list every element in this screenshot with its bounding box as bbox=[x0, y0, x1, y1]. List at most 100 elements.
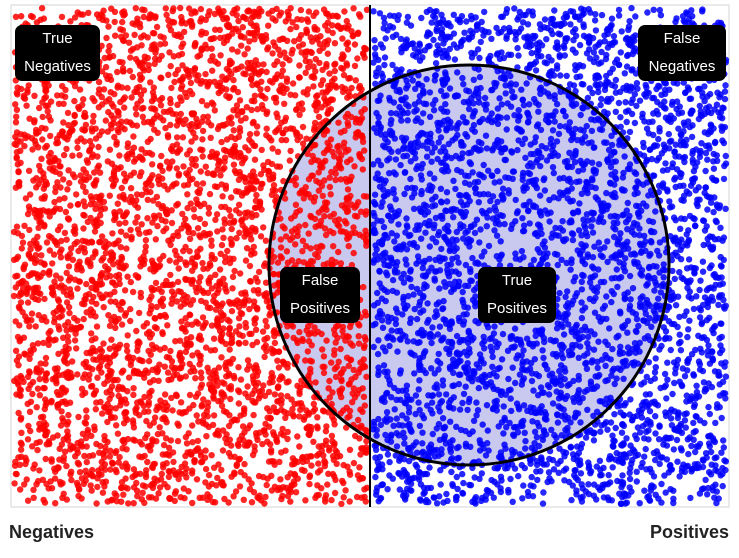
negative-dot bbox=[187, 79, 195, 87]
negative-dot bbox=[182, 215, 189, 223]
negative-dot bbox=[303, 135, 310, 142]
negative-dot bbox=[61, 448, 69, 455]
negative-dot bbox=[293, 132, 300, 139]
negative-dot bbox=[250, 118, 257, 126]
negative-dot bbox=[335, 358, 342, 365]
negative-dot bbox=[132, 409, 140, 416]
negative-dot bbox=[41, 295, 48, 303]
negative-dot bbox=[133, 487, 141, 494]
negative-dot bbox=[35, 296, 42, 304]
positive-dot bbox=[443, 490, 450, 498]
negative-dot bbox=[203, 433, 210, 440]
negative-dot bbox=[145, 357, 153, 365]
negative-dot bbox=[326, 70, 333, 77]
negative-dot bbox=[73, 345, 80, 352]
negative-dot bbox=[289, 323, 297, 330]
negative-dot bbox=[173, 392, 180, 400]
negative-dot bbox=[312, 379, 319, 386]
negative-dot bbox=[244, 425, 252, 432]
negative-dot bbox=[84, 259, 91, 266]
negative-dot bbox=[102, 263, 109, 270]
negative-dot bbox=[320, 369, 328, 377]
negative-dot bbox=[216, 280, 224, 287]
negative-dot bbox=[177, 303, 184, 310]
negative-dot bbox=[178, 43, 185, 51]
negative-dot bbox=[31, 270, 38, 277]
negative-dot bbox=[225, 422, 233, 430]
negative-dot bbox=[83, 458, 91, 466]
negative-dot bbox=[322, 428, 330, 435]
negative-dot bbox=[321, 213, 328, 220]
negative-dot bbox=[350, 366, 357, 374]
positive-dot bbox=[522, 154, 529, 161]
negative-dot bbox=[182, 373, 189, 380]
negative-dot bbox=[240, 437, 247, 444]
negative-dot bbox=[294, 228, 301, 235]
negative-dot bbox=[219, 193, 226, 200]
negative-dot bbox=[110, 103, 117, 110]
negative-dot bbox=[82, 389, 89, 397]
negative-dot bbox=[77, 172, 84, 179]
negative-dot bbox=[208, 452, 215, 459]
negative-dot bbox=[64, 333, 72, 340]
negative-dot bbox=[305, 230, 312, 237]
negative-dot bbox=[42, 360, 49, 367]
positive-dot bbox=[370, 8, 377, 15]
negative-dot bbox=[175, 172, 182, 179]
negative-dot bbox=[335, 248, 342, 256]
negative-dot bbox=[62, 353, 69, 361]
negative-dot bbox=[278, 119, 285, 126]
negative-dot bbox=[71, 173, 78, 181]
positive-dot bbox=[641, 453, 648, 460]
negative-dot bbox=[62, 208, 70, 216]
positive-dot bbox=[443, 198, 451, 205]
negative-dot bbox=[184, 321, 191, 328]
negative-dot bbox=[46, 213, 53, 220]
negative-dot bbox=[103, 34, 110, 42]
negative-dot bbox=[243, 245, 251, 252]
negative-dot bbox=[90, 391, 98, 398]
negative-dot bbox=[34, 446, 41, 454]
negative-dot bbox=[363, 6, 371, 13]
negative-dot bbox=[310, 83, 317, 90]
negative-dot bbox=[214, 474, 221, 482]
negative-dot bbox=[167, 347, 174, 355]
negative-dot bbox=[167, 62, 174, 70]
positive-dot bbox=[424, 300, 431, 307]
negative-dot bbox=[356, 464, 363, 471]
negative-dot bbox=[53, 388, 61, 396]
negative-dot bbox=[129, 288, 137, 296]
negative-dot bbox=[202, 70, 209, 78]
negative-dot bbox=[340, 494, 347, 501]
negative-dot bbox=[261, 392, 269, 399]
negative-dot bbox=[319, 243, 326, 250]
negative-dot bbox=[264, 108, 271, 116]
negative-dot bbox=[46, 271, 53, 278]
negative-dot bbox=[308, 158, 315, 166]
positive-dot bbox=[389, 287, 396, 295]
negative-dot bbox=[302, 357, 309, 364]
negative-dot bbox=[277, 244, 285, 251]
negative-dot bbox=[145, 66, 152, 74]
positive-dot bbox=[612, 108, 619, 116]
negative-dot bbox=[275, 348, 283, 355]
positive-dot bbox=[710, 208, 717, 216]
negative-dot bbox=[155, 490, 162, 497]
positive-dot bbox=[696, 102, 703, 110]
negative-dot bbox=[360, 393, 368, 400]
negative-dot bbox=[248, 330, 255, 337]
negative-dot bbox=[360, 362, 367, 369]
negative-dot bbox=[230, 86, 237, 93]
negative-dot bbox=[145, 118, 152, 126]
negative-dot bbox=[333, 460, 340, 467]
negative-dot bbox=[279, 484, 287, 491]
negative-dot bbox=[209, 498, 217, 506]
negative-dot bbox=[229, 285, 236, 292]
negative-dot bbox=[40, 384, 47, 392]
negative-dot bbox=[13, 129, 21, 136]
negative-dot bbox=[354, 55, 361, 62]
negative-dot bbox=[104, 400, 111, 408]
negative-dot bbox=[80, 166, 87, 173]
negative-dot bbox=[226, 206, 233, 214]
negative-dot bbox=[85, 174, 93, 181]
